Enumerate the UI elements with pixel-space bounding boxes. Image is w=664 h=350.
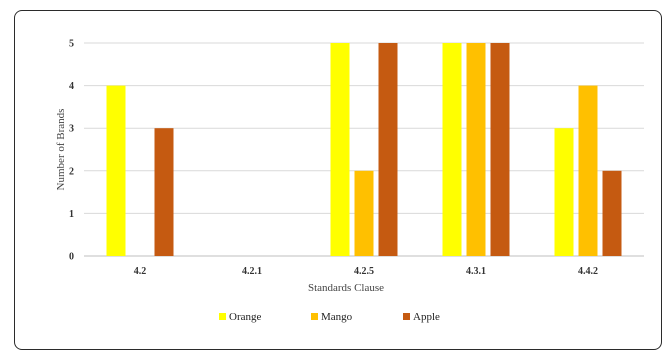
- bar-chart: 0 1 2 3 4 5 4.2 4.2.1 4.2.5 4.3.1 4.4.2 Number of…: [55, 39, 644, 323]
- legend: Orange Mango Apple: [219, 311, 440, 323]
- gridlines: [84, 42, 644, 257]
- bar-orange-4-2: [106, 85, 126, 256]
- bar-mango-4-4-2: [578, 85, 598, 256]
- bars: [106, 43, 622, 256]
- bar-apple-4-4-2: [602, 170, 622, 256]
- legend-label-apple: Apple: [413, 311, 440, 323]
- bar-orange-4-3-1: [442, 43, 462, 256]
- y-tick-label: 5: [69, 39, 74, 50]
- y-axis-title: Number of Brands: [55, 109, 67, 191]
- bar-apple-4-3-1: [490, 43, 510, 256]
- y-tick-labels: 0 1 2 3 4 5: [69, 39, 74, 263]
- x-tick-label: 4.2: [134, 266, 147, 277]
- x-tick-label: 4.4.2: [578, 266, 598, 277]
- y-tick-label: 4: [69, 81, 74, 92]
- x-tick-labels: 4.2 4.2.1 4.2.5 4.3.1 4.4.2: [134, 266, 598, 277]
- y-tick-label: 1: [69, 209, 74, 220]
- x-tick-label: 4.2.1: [242, 266, 262, 277]
- bar-mango-4-2-5: [354, 170, 374, 256]
- x-tick-label: 4.2.5: [354, 266, 374, 277]
- bar-orange-4-4-2: [554, 128, 574, 256]
- y-tick-label: 2: [69, 166, 74, 177]
- bar-mango-4-3-1: [466, 43, 486, 256]
- legend-label-orange: Orange: [229, 311, 261, 323]
- y-tick-label: 0: [69, 252, 74, 263]
- bar-orange-4-2-5: [330, 43, 350, 256]
- x-tick-label: 4.3.1: [466, 266, 486, 277]
- legend-swatch-mango: [311, 313, 318, 320]
- legend-swatch-apple: [403, 313, 410, 320]
- x-axis-title: Standards Clause: [308, 282, 384, 294]
- bar-apple-4-2: [154, 128, 174, 256]
- chart-container: 0 1 2 3 4 5 4.2 4.2.1 4.2.5 4.3.1 4.4.2 Number of…: [55, 39, 644, 323]
- bar-apple-4-2-5: [378, 43, 398, 256]
- legend-label-mango: Mango: [321, 311, 353, 323]
- y-tick-label: 3: [69, 124, 74, 135]
- legend-swatch-orange: [219, 313, 226, 320]
